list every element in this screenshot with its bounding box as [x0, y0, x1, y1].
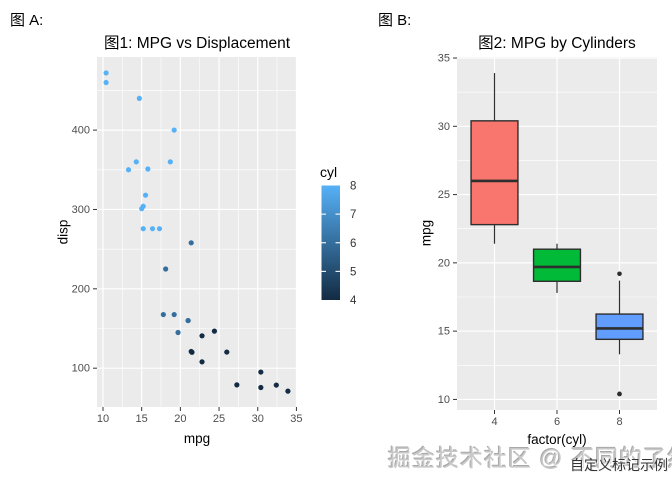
box-iqr [470, 120, 519, 226]
svg-text:7: 7 [350, 209, 356, 221]
svg-text:15: 15 [438, 326, 450, 338]
svg-text:5: 5 [350, 266, 356, 278]
svg-text:6: 6 [554, 416, 560, 428]
boxplot-y-axis-title: mpg [418, 219, 434, 247]
scatter-point [188, 240, 194, 246]
scatter-point [234, 382, 240, 388]
scatter-chart: 10 15 20 25 30 35 100 200 300 400 [72, 57, 303, 425]
scatter-point [167, 159, 173, 165]
boxplot-box-6 [532, 243, 582, 293]
scatter-point [199, 359, 205, 365]
scatter-axes: 10 15 20 25 30 35 100 200 300 400 [72, 125, 303, 425]
figure-b-label: 图 B: [378, 12, 412, 29]
svg-text:10: 10 [97, 413, 109, 425]
box-iqr [595, 313, 644, 341]
svg-text:4: 4 [350, 295, 357, 307]
boxplot-axes: 10 15 20 25 30 35 4 6 8 [438, 53, 623, 428]
svg-text:25: 25 [213, 413, 225, 425]
svg-text:200: 200 [72, 283, 90, 295]
scatter-title: 图1: MPG vs Displacement [103, 35, 291, 52]
svg-text:20: 20 [174, 413, 186, 425]
scatter-point [171, 127, 177, 133]
svg-text:15: 15 [136, 413, 148, 425]
scatter-panel [97, 57, 297, 407]
svg-text:30: 30 [252, 413, 264, 425]
svg-text:300: 300 [72, 204, 90, 216]
scatter-point [199, 333, 205, 339]
boxplot-title: 图2: MPG by Cylinders [478, 35, 636, 52]
scatter-x-axis-title: mpg [183, 431, 211, 446]
scatter-point [211, 328, 218, 334]
scatter-point [258, 369, 264, 375]
figure-a-label: 图 A: [10, 12, 44, 29]
scatter-point [140, 226, 146, 232]
svg-text:10: 10 [438, 394, 450, 406]
scatter-point [145, 166, 151, 172]
color-legend: 8 7 6 5 4 [321, 181, 357, 307]
svg-text:30: 30 [438, 121, 450, 133]
scatter-point [133, 159, 139, 165]
scatter-point [285, 388, 291, 394]
svg-text:25: 25 [438, 189, 450, 201]
outlier-point [617, 271, 622, 277]
watermark-caption: 自定义标记示例 [570, 457, 668, 473]
boxplot-x-axis-title: factor(cyl) [527, 432, 587, 447]
scatter-point [273, 382, 279, 388]
scatter-gridlines [97, 57, 298, 407]
scatter-point [163, 266, 169, 272]
outlier-point [617, 391, 622, 397]
scatter-point [125, 167, 132, 173]
scatter-point [224, 349, 230, 355]
color-legend-bar [321, 185, 340, 300]
scatter-point [149, 226, 156, 232]
svg-text:20: 20 [438, 257, 450, 269]
scatter-point [175, 329, 181, 336]
svg-text:400: 400 [72, 125, 90, 137]
svg-text:8: 8 [616, 416, 622, 428]
legend-title: cyl [320, 164, 338, 180]
scatter-point [258, 384, 264, 391]
scatter-point [188, 348, 194, 355]
scatter-point [156, 226, 163, 232]
svg-text:8: 8 [350, 181, 356, 193]
svg-text:100: 100 [72, 363, 90, 375]
boxplot-box-8 [595, 271, 644, 397]
scatter-y-axis-title: disp [55, 219, 71, 245]
scatter-point [103, 70, 109, 76]
scatter-point [142, 192, 149, 198]
scatter-point [103, 79, 109, 86]
scatter-point [171, 311, 177, 318]
boxplot-box-4 [470, 73, 519, 244]
svg-text:6: 6 [350, 238, 356, 250]
watermark-text: 掘金技术社区 @ 不同的了然 [388, 445, 672, 471]
scatter-point [160, 311, 166, 318]
box-iqr [532, 248, 582, 282]
scatter-point [139, 206, 145, 212]
scatter-points [103, 70, 291, 394]
boxplot-chart: 10 15 20 25 30 35 4 6 8 [438, 53, 657, 428]
svg-text:35: 35 [438, 53, 450, 65]
scatter-point [185, 317, 191, 324]
svg-text:35: 35 [290, 413, 302, 425]
scatter-point [136, 95, 142, 101]
svg-text:4: 4 [491, 416, 497, 428]
